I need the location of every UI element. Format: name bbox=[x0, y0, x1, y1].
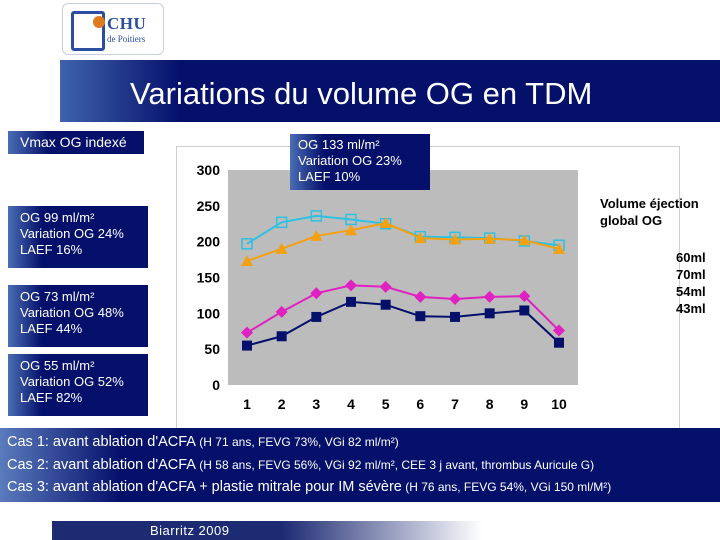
data-point bbox=[276, 331, 287, 342]
footer-band bbox=[52, 521, 482, 540]
logo-subtext: de Poitiers bbox=[107, 34, 146, 44]
y-tick-label: 50 bbox=[204, 341, 220, 357]
annotation-box: OG 99 ml/m² Variation OG 24% LAEF 16% bbox=[8, 206, 148, 268]
data-point bbox=[241, 326, 253, 339]
annotation-line: Variation OG 48% bbox=[20, 305, 124, 320]
annotation-box: OG 133 ml/m² Variation OG 23% LAEF 10% bbox=[290, 134, 430, 190]
data-point bbox=[449, 293, 461, 305]
case-detail: (H 58 ans, FEVG 56%, VGi 92 ml/m², CEE 3… bbox=[195, 458, 595, 472]
data-point bbox=[345, 279, 357, 292]
data-point bbox=[311, 311, 322, 322]
data-point bbox=[415, 311, 426, 322]
data-point bbox=[379, 217, 392, 229]
data-point bbox=[345, 224, 357, 236]
case-line: Cas 3: avant ablation d'ACFA + plastie m… bbox=[7, 479, 611, 495]
annotation-line: LAEF 44% bbox=[20, 321, 83, 336]
volume-note-line: global OG bbox=[600, 213, 663, 228]
x-tick-label: 6 bbox=[416, 396, 424, 412]
data-point bbox=[346, 296, 356, 307]
x-tick-label: 10 bbox=[551, 396, 567, 412]
x-tick-label: 3 bbox=[312, 396, 320, 412]
y-tick-label: 150 bbox=[197, 270, 221, 286]
annotation-line: OG 99 ml/m² bbox=[20, 210, 95, 225]
data-point bbox=[553, 242, 565, 254]
data-point bbox=[275, 216, 288, 229]
x-tick-label: 8 bbox=[486, 396, 494, 412]
data-point bbox=[483, 290, 496, 303]
plot-area bbox=[228, 170, 578, 385]
data-point bbox=[414, 290, 427, 303]
x-tick-label: 2 bbox=[278, 396, 286, 412]
annotation-line: LAEF 16% bbox=[20, 242, 83, 257]
annotation-line: OG 133 ml/m² bbox=[298, 137, 380, 152]
y-tick-label: 200 bbox=[197, 234, 221, 250]
case-main: Cas 1: avant ablation d'ACFA bbox=[7, 434, 196, 450]
data-point bbox=[379, 280, 392, 293]
data-point bbox=[275, 242, 288, 254]
data-point bbox=[450, 311, 460, 322]
data-point bbox=[380, 299, 391, 310]
annotation-line: Variation OG 23% bbox=[298, 153, 402, 168]
slide-title: Variations du volume OG en TDM bbox=[130, 76, 593, 111]
series-line bbox=[246, 300, 560, 347]
series-line bbox=[246, 284, 560, 334]
x-tick-label: 1 bbox=[243, 396, 251, 412]
legend-box bbox=[590, 238, 672, 322]
x-tick-label: 9 bbox=[520, 396, 528, 412]
annotation-line: OG 55 ml/m² bbox=[20, 358, 95, 373]
data-point bbox=[310, 229, 323, 241]
case-detail: (H 71 ans, FEVG 73%, VGi 82 ml/m²) bbox=[195, 435, 399, 449]
data-point bbox=[241, 238, 253, 250]
annotation-line: Variation OG 52% bbox=[20, 374, 124, 389]
data-point bbox=[519, 305, 530, 316]
volume-note: Volume éjection global OG bbox=[600, 195, 699, 229]
logo-text: CHU bbox=[107, 14, 147, 33]
volume-value: 43ml bbox=[676, 301, 706, 316]
x-tick-label: 5 bbox=[382, 396, 390, 412]
annotation-box: OG 73 ml/m² Variation OG 48% LAEF 44% bbox=[8, 285, 148, 347]
case-main: Cas 2: avant ablation d'ACFA bbox=[7, 457, 196, 473]
cases-panel: Cas 1: avant ablation d'ACFA (H 71 ans, … bbox=[0, 428, 720, 502]
volume-value: 70ml bbox=[676, 267, 706, 282]
y-tick-label: 300 bbox=[197, 162, 221, 178]
annotation-line: Variation OG 24% bbox=[20, 226, 124, 241]
data-point bbox=[449, 233, 461, 245]
data-point bbox=[310, 210, 323, 222]
data-point bbox=[518, 234, 531, 246]
volume-values: 60ml 70ml 54ml 43ml bbox=[676, 249, 706, 317]
vmax-label-box: Vmax OG indexé bbox=[8, 131, 144, 154]
data-point bbox=[483, 232, 496, 244]
case-main: Cas 3: avant ablation d'ACFA + plastie m… bbox=[7, 479, 402, 495]
data-point bbox=[518, 290, 531, 303]
data-point bbox=[242, 340, 252, 351]
annotation-line: OG 73 ml/m² bbox=[20, 289, 95, 304]
annotation-line: LAEF 10% bbox=[298, 169, 361, 184]
case-line: Cas 2: avant ablation d'ACFA (H 58 ans, … bbox=[7, 457, 594, 473]
data-point bbox=[484, 308, 495, 319]
y-tick-label: 100 bbox=[197, 305, 221, 321]
annotation-line: LAEF 82% bbox=[20, 390, 83, 405]
data-point bbox=[554, 337, 564, 348]
vmax-label: Vmax OG indexé bbox=[20, 134, 127, 150]
logo-dot-icon bbox=[93, 16, 105, 28]
data-point bbox=[414, 232, 427, 244]
x-tick-label: 7 bbox=[451, 396, 459, 412]
data-point bbox=[310, 287, 323, 300]
annotation-box: OG 55 ml/m² Variation OG 52% LAEF 82% bbox=[8, 354, 148, 416]
data-point bbox=[241, 255, 253, 267]
data-point bbox=[553, 324, 565, 337]
case-line: Cas 1: avant ablation d'ACFA (H 71 ans, … bbox=[7, 434, 399, 450]
case-detail: (H 76 ans, FEVG 54%, VGi 150 ml/M²) bbox=[401, 480, 612, 494]
series-line bbox=[246, 221, 560, 262]
volume-value: 54ml bbox=[676, 284, 706, 299]
data-point bbox=[275, 305, 288, 318]
footer-text: Biarritz 2009 bbox=[150, 523, 230, 538]
chu-logo: CHU de Poitiers bbox=[62, 3, 164, 55]
volume-value: 60ml bbox=[676, 250, 706, 265]
y-tick-label: 0 bbox=[212, 377, 220, 393]
title-bar: Variations du volume OG en TDM bbox=[60, 60, 720, 122]
x-tick-label: 4 bbox=[347, 396, 355, 412]
y-tick-label: 250 bbox=[197, 198, 221, 214]
volume-note-line: Volume éjection bbox=[600, 196, 699, 211]
